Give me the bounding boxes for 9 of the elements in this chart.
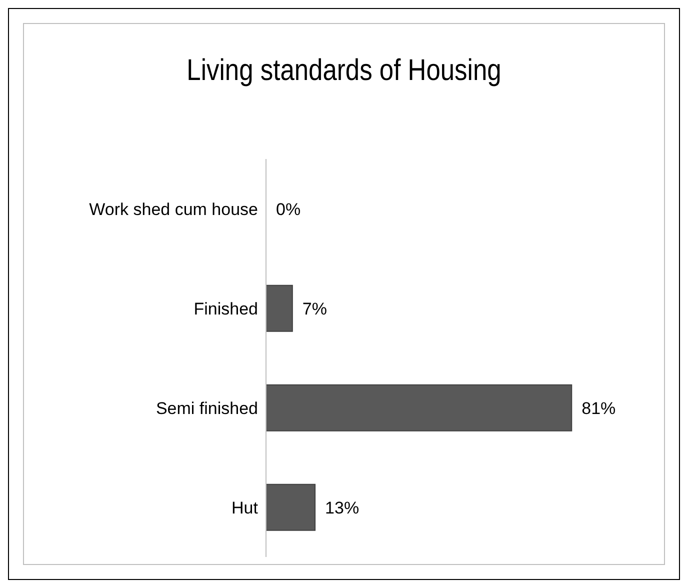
data-label: 0% bbox=[276, 200, 301, 219]
y-tick-label: Semi finished bbox=[156, 398, 258, 418]
data-label: 13% bbox=[325, 498, 360, 518]
data-label: 81% bbox=[582, 398, 616, 418]
y-tick-label: Finished bbox=[194, 299, 258, 318]
y-tick-label: Work shed cum house bbox=[89, 200, 258, 219]
data-label: 7% bbox=[302, 299, 327, 318]
chart-title: Living standards of Housing bbox=[186, 54, 502, 88]
y-tick-label: Hut bbox=[232, 498, 258, 518]
